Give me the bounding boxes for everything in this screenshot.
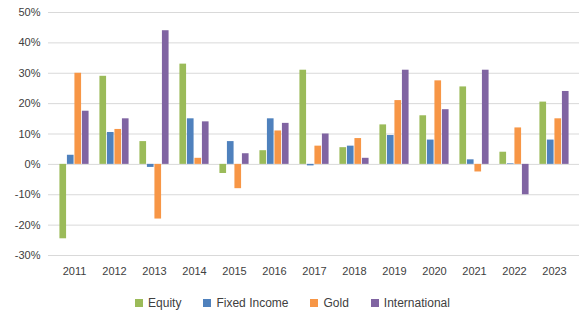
svg-text:2018: 2018 bbox=[342, 265, 366, 277]
svg-text:2015: 2015 bbox=[222, 265, 246, 277]
svg-text:2022: 2022 bbox=[502, 265, 526, 277]
svg-text:2017: 2017 bbox=[302, 265, 326, 277]
html-text:International: International bbox=[383, 296, 450, 310]
svg-text:0%: 0% bbox=[25, 158, 41, 170]
svg-text:-20%: -20% bbox=[15, 219, 41, 231]
svg-text:40%: 40% bbox=[18, 36, 40, 48]
svg-text:-30%: -30% bbox=[15, 249, 41, 261]
html-text:Gold: Gold bbox=[323, 296, 349, 310]
svg-text:2023: 2023 bbox=[542, 265, 566, 277]
svg-text:2012: 2012 bbox=[102, 265, 126, 277]
svg-text:20%: 20% bbox=[18, 97, 40, 109]
svg-text:2013: 2013 bbox=[142, 265, 166, 277]
svg-text:50%: 50% bbox=[18, 6, 40, 18]
svg-text:2021: 2021 bbox=[462, 265, 486, 277]
svg-text:-10%: -10% bbox=[15, 188, 41, 200]
svg-text:30%: 30% bbox=[18, 67, 40, 79]
svg-text:2011: 2011 bbox=[63, 265, 87, 277]
svg-text:2016: 2016 bbox=[262, 265, 286, 277]
svg-text:10%: 10% bbox=[18, 128, 40, 140]
svg-text:2014: 2014 bbox=[182, 265, 206, 277]
html-text:Fixed Income: Fixed Income bbox=[216, 296, 289, 310]
html-text:Equity: Equity bbox=[148, 296, 182, 310]
svg-text:2019: 2019 bbox=[382, 265, 406, 277]
svg-text:2020: 2020 bbox=[422, 265, 446, 277]
